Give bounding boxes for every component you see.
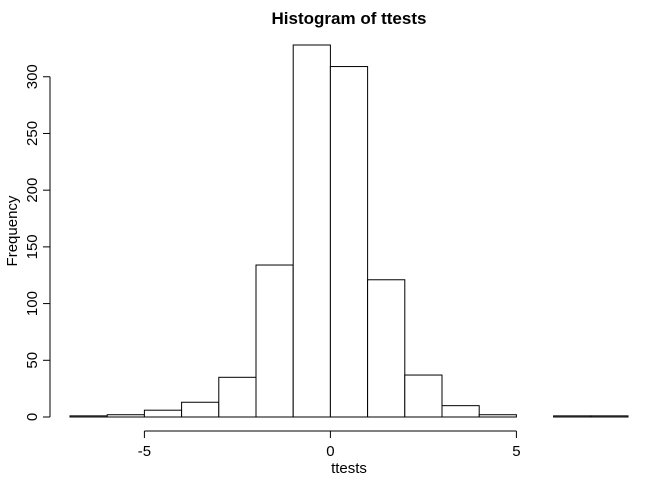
y-tick-label: 100 [24, 291, 41, 316]
y-tick-label: 200 [24, 178, 41, 203]
histogram-bar [292, 44, 331, 418]
y-tick-label: 150 [24, 234, 41, 259]
x-axis-label: ttests [331, 460, 367, 477]
histogram-bar [441, 405, 480, 418]
x-tick-label: -5 [138, 443, 151, 460]
chart-title: Histogram of ttests [272, 9, 427, 28]
histogram-bar [553, 415, 592, 418]
x-tick-label: 0 [326, 443, 334, 460]
histogram-bar [181, 401, 220, 418]
y-tick-label: 250 [24, 121, 41, 146]
y-tick-label: 50 [24, 352, 41, 369]
x-tick-label: 5 [512, 443, 520, 460]
histogram-bar [69, 415, 108, 418]
histogram-bar [590, 415, 629, 418]
bars-group [69, 44, 629, 418]
histogram-bar [329, 66, 369, 418]
y-axis-label: Frequency [4, 195, 21, 266]
histogram-bar [255, 264, 294, 418]
histogram-bar [218, 376, 257, 418]
y-axis: 0 50 100 150 200 250 300 [24, 64, 51, 421]
x-axis: -5 0 5 [138, 430, 521, 460]
histogram-bar [143, 409, 183, 418]
histogram-bar [404, 374, 443, 418]
y-tick-label: 300 [24, 64, 41, 89]
histogram-bar [106, 414, 145, 418]
histogram-bar [367, 279, 406, 418]
y-tick-label: 0 [24, 413, 41, 421]
histogram-bar [478, 414, 517, 418]
